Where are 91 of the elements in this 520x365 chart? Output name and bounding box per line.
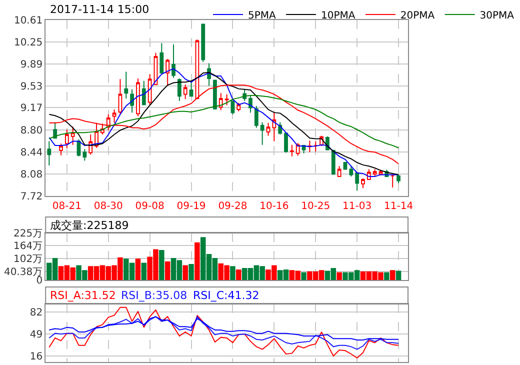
candlestick bbox=[218, 92, 223, 111]
y-tick-label: 10.25 bbox=[14, 37, 43, 48]
x-tick-label: 09-08 bbox=[135, 201, 164, 212]
candlestick bbox=[254, 105, 258, 128]
y-tick-label: 164万 bbox=[14, 241, 43, 252]
bar bbox=[194, 242, 200, 280]
candlestick bbox=[59, 143, 63, 156]
y-tick-label: 8.08 bbox=[20, 170, 43, 181]
candlestick bbox=[331, 150, 336, 176]
bar bbox=[188, 264, 194, 280]
bar bbox=[230, 266, 236, 280]
y-tick-label: 9.53 bbox=[20, 81, 43, 92]
candlestick bbox=[183, 84, 188, 100]
legend-label: 20PMA bbox=[400, 10, 435, 22]
candlestick bbox=[136, 78, 140, 117]
x-tick-label: 10-16 bbox=[260, 201, 289, 212]
candlestick bbox=[266, 122, 270, 136]
candlestick bbox=[64, 129, 69, 148]
y-tick-label: 0 bbox=[36, 276, 43, 286]
candlestick bbox=[213, 80, 217, 110]
candlestick bbox=[278, 122, 282, 135]
candlestick bbox=[189, 82, 194, 97]
legend-label: 30PMA bbox=[480, 10, 514, 22]
line-series bbox=[48, 316, 400, 350]
bar bbox=[135, 258, 141, 280]
bar bbox=[159, 250, 164, 280]
y-tick-label: 10.61 bbox=[14, 16, 43, 26]
candlestick bbox=[314, 140, 318, 152]
candlestick bbox=[160, 42, 164, 74]
x-tick-label: 11-03 bbox=[342, 201, 372, 212]
candlestick bbox=[112, 109, 116, 124]
candlestick bbox=[148, 74, 152, 106]
candlestick bbox=[396, 174, 400, 184]
bar bbox=[141, 262, 147, 280]
x-tick-label: 08-30 bbox=[94, 201, 123, 212]
legend-label: 10PMA bbox=[321, 10, 356, 22]
candlestick bbox=[177, 78, 182, 102]
bar bbox=[164, 261, 170, 280]
candlestick bbox=[82, 148, 87, 162]
y-tick-label: 16 bbox=[30, 352, 43, 362]
series-label: RSI_B:35.08 bbox=[121, 289, 188, 302]
candlestick bbox=[372, 168, 377, 176]
candlestick bbox=[290, 144, 294, 157]
y-tick-label: 8.44 bbox=[20, 148, 43, 159]
bar bbox=[336, 272, 342, 280]
x-tick-label: 10-25 bbox=[301, 201, 330, 212]
x-tick-label: 11-14 bbox=[384, 201, 414, 212]
chart-title: 2017-11-14 15:00 bbox=[50, 3, 150, 16]
candlestick bbox=[337, 166, 342, 178]
candlestick bbox=[349, 166, 354, 178]
candlestick bbox=[355, 172, 360, 192]
candlestick bbox=[284, 132, 288, 154]
y-tick-label: 8.80 bbox=[20, 126, 43, 137]
candlestick bbox=[118, 78, 122, 115]
y-tick-label: 225万 bbox=[14, 228, 43, 240]
legend-label: 5PMA bbox=[248, 10, 276, 22]
bar bbox=[301, 272, 306, 280]
candlestick bbox=[201, 23, 206, 63]
y-tick-label: 9.17 bbox=[20, 103, 43, 114]
bar bbox=[236, 269, 242, 280]
candlestick bbox=[124, 71, 128, 100]
bar bbox=[396, 270, 402, 280]
y-tick-label: 102万 bbox=[14, 254, 43, 266]
y-tick-label: 7.72 bbox=[20, 192, 43, 202]
candlestick bbox=[272, 112, 276, 142]
y-tick-label: 82 bbox=[30, 308, 43, 318]
x-tick-label: 09-19 bbox=[176, 201, 206, 212]
series-label: RSI_C:41.32 bbox=[193, 289, 260, 302]
candlestick bbox=[390, 174, 395, 188]
bar bbox=[384, 272, 390, 280]
candlestick bbox=[142, 80, 146, 106]
y-tick-label: 49 bbox=[30, 330, 43, 340]
candlestick bbox=[130, 88, 134, 114]
candlestick bbox=[361, 178, 365, 189]
x-tick-label: 09-28 bbox=[218, 201, 248, 212]
chart-title: 成交量:225189 bbox=[50, 219, 129, 232]
candlestick bbox=[70, 126, 75, 146]
candlestick bbox=[236, 102, 241, 112]
line-series bbox=[48, 95, 400, 148]
y-tick-label: 9.89 bbox=[20, 59, 43, 70]
series-label: RSI_A:31.52 bbox=[50, 289, 116, 302]
line-series bbox=[48, 316, 400, 340]
candlestick bbox=[166, 58, 170, 86]
candlestick bbox=[47, 140, 52, 166]
line-series bbox=[48, 306, 400, 358]
x-tick-label: 08-21 bbox=[52, 201, 82, 212]
bar bbox=[390, 270, 396, 280]
bar bbox=[182, 265, 188, 280]
candlestick bbox=[224, 94, 229, 106]
candlestick bbox=[172, 44, 176, 78]
candlestick bbox=[260, 122, 264, 146]
